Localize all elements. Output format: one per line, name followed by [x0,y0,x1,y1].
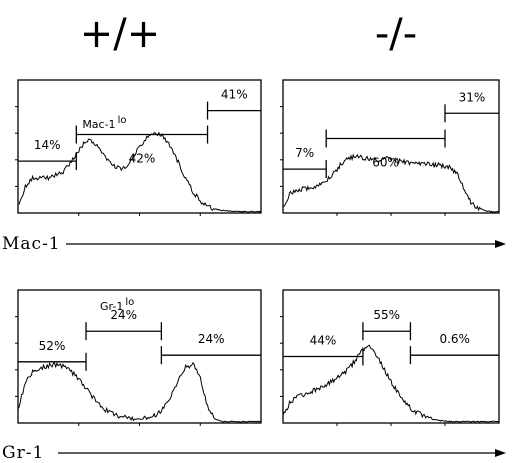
gate-percentage-label: 42% [129,152,156,166]
gate-percentage-label: 52% [39,339,66,353]
gate-percentage-label: 14% [34,138,61,152]
histogram-panel: 14% 42% 41% Mac-1 lo [15,79,262,216]
histogram-panel: 52%24%24%Gr-1 lo [15,289,262,426]
histogram-trace [17,361,262,423]
marker-axis-label-mac1: Mac-1 [2,234,61,254]
gate-percentage-label: 55% [373,308,400,322]
histogram-panels: 14%42%41%Mac-1 lo7%60%31%52%24%24%Gr-1 lo4… [15,79,500,426]
histogram-trace [17,131,262,213]
gate-percentage-label: 0.6% [439,332,470,346]
panel-frame [17,289,262,424]
histogram-panel: 44% 55% 0.6% [280,289,500,426]
gate-percentage-label: 41% [221,88,248,102]
histogram-panel: 7% 60% 31% [280,79,500,216]
gate-percentage-label: 7% [295,146,314,160]
marker-axis-arrowhead-gr1 [495,449,506,457]
gate-percentage-label: 24% [110,308,137,322]
gate-percentage-label: 44% [310,334,337,348]
marker-axis-arrowhead-mac1 [495,240,506,248]
gate-name-label: Mac-1 lo [82,115,126,131]
gate-percentage-label: 24% [198,332,225,346]
genotype-label-wildtype: +/+ [80,11,161,57]
histogram-trace [282,344,500,423]
gate-percentage-label: 31% [459,90,486,104]
histogram-trace [282,153,500,213]
marker-axis-label-gr1: Gr-1 [2,443,44,463]
gate-percentage-label: 60% [372,156,399,170]
genotype-label-knockout: -/- [375,11,417,57]
